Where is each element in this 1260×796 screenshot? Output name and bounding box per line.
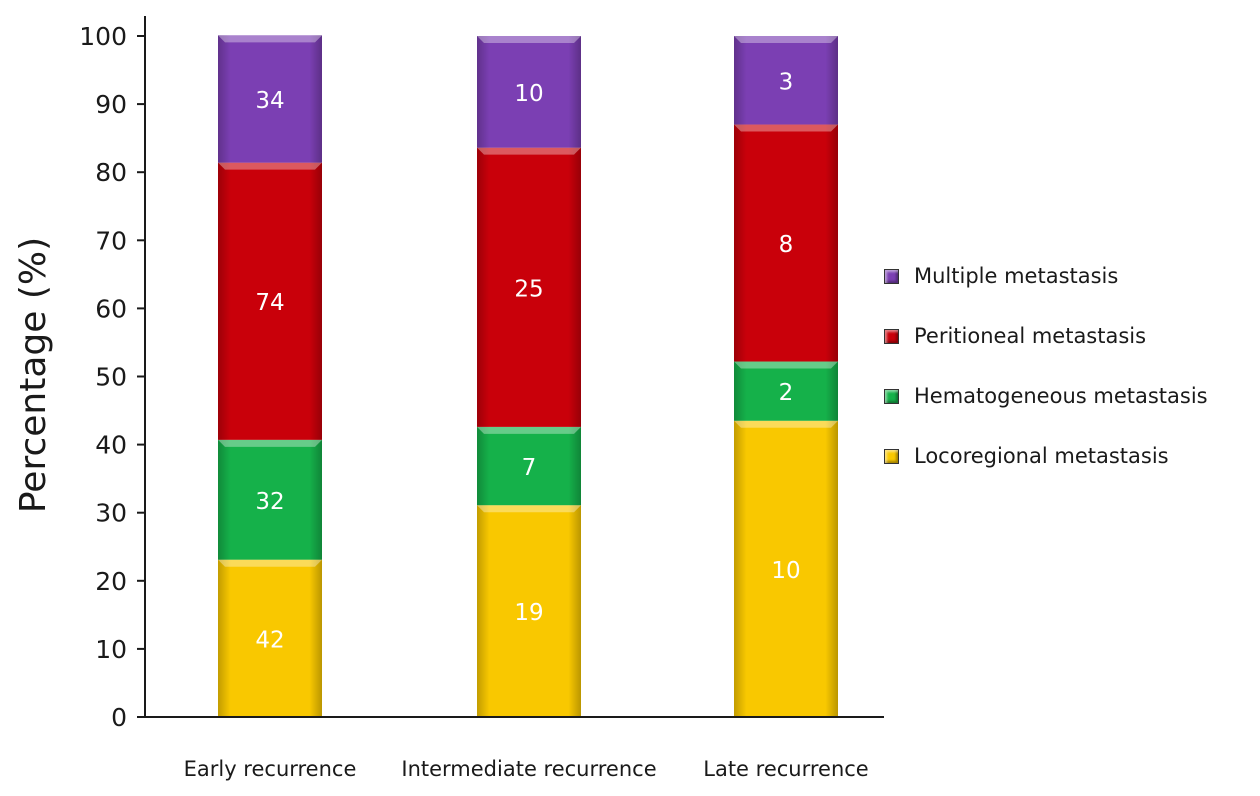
- legend-item: Peritioneal metastasis: [884, 306, 1254, 366]
- legend: Multiple metastasis Peritioneal metastasi…: [884, 246, 1254, 486]
- legend-label: Peritioneal metastasis: [914, 324, 1147, 348]
- data-label: 3: [779, 69, 794, 95]
- y-tick-label: 100: [79, 22, 127, 51]
- data-label: 25: [514, 276, 543, 302]
- y-tick-label: 10: [95, 635, 127, 664]
- bar-shading: [477, 36, 581, 148]
- bar-shading: [218, 559, 322, 717]
- bars: 42 32 74 34 19 7 25 10 10 2 8 3: [218, 35, 838, 717]
- legend-swatch: [884, 268, 899, 284]
- bar-bevel: [477, 426, 581, 434]
- bar-segment: 19: [477, 505, 581, 717]
- bar-segment: 32: [218, 439, 322, 560]
- data-label: 32: [255, 489, 284, 515]
- legend-label: Locoregional metastasis: [914, 444, 1169, 468]
- bar-shading: [477, 147, 581, 427]
- y-tick-label: 0: [111, 703, 127, 732]
- bar-segment: 3: [734, 36, 838, 125]
- y-tick-label: 70: [95, 226, 127, 255]
- bar-bevel: [218, 35, 322, 43]
- bar-bevel: [734, 420, 838, 428]
- bar-segment: 7: [477, 426, 581, 506]
- bar-segment: 25: [477, 147, 581, 427]
- data-label: 34: [255, 88, 284, 114]
- bar-shading: [218, 162, 322, 440]
- data-label: 74: [255, 290, 284, 316]
- y-tick-label: 80: [95, 158, 127, 187]
- y-tick-label: 20: [95, 567, 127, 596]
- bar-shading: [218, 35, 322, 163]
- bar-bevel: [477, 505, 581, 513]
- data-label: 10: [514, 81, 543, 107]
- bar-bevel: [218, 559, 322, 567]
- legend-swatch: [884, 388, 899, 404]
- bar-shading: [734, 124, 838, 362]
- x-tick-label: Late recurrence: [703, 757, 868, 781]
- bar-segment: 10: [477, 36, 581, 148]
- data-label: 8: [779, 232, 794, 258]
- bar-shading: [218, 439, 322, 560]
- bar-shading: [477, 426, 581, 506]
- bar-bevel: [477, 36, 581, 43]
- bar-bevel: [734, 36, 838, 43]
- legend-item: Multiple metastasis: [884, 246, 1254, 306]
- bar-segment: 10: [734, 420, 838, 717]
- legend-item: Locoregional metastasis: [884, 426, 1254, 486]
- bar-segment: 34: [218, 35, 322, 163]
- bar-bevel: [218, 162, 322, 170]
- bar-bevel: [734, 361, 838, 369]
- legend-swatch: [884, 448, 899, 464]
- y-tick-label: 50: [95, 363, 127, 392]
- y-tick-label: 60: [95, 294, 127, 323]
- data-label: 10: [771, 558, 800, 584]
- y-tick-label: 30: [95, 499, 127, 528]
- legend-label: Multiple metastasis: [914, 264, 1119, 288]
- legend-swatch: [884, 328, 899, 344]
- data-label: 42: [255, 627, 284, 653]
- bar-bevel: [218, 439, 322, 447]
- data-label: 19: [514, 600, 543, 626]
- bar-segment: 42: [218, 559, 322, 717]
- bar-shading: [734, 420, 838, 717]
- y-axis-label: Percentage (%): [13, 237, 54, 513]
- legend-label: Hematogeneous metastasis: [914, 384, 1208, 408]
- legend-item: Hematogeneous metastasis: [884, 366, 1254, 426]
- x-tick-label: Early recurrence: [184, 757, 357, 781]
- bar-segment: 74: [218, 162, 322, 440]
- data-label: 2: [779, 380, 794, 406]
- bar-shading: [734, 361, 838, 421]
- y-tick-label: 40: [95, 431, 127, 460]
- data-label: 7: [522, 455, 537, 481]
- bar-segment: 2: [734, 361, 838, 421]
- x-axis: Early recurrence Intermediate recurrence L…: [145, 716, 884, 781]
- bar-bevel: [477, 147, 581, 155]
- y-tick-label: 90: [95, 90, 127, 119]
- bar-shading: [734, 36, 838, 125]
- bar-shading: [477, 505, 581, 717]
- bar-bevel: [734, 124, 838, 132]
- y-axis: 0 10 20 30 40 50 60 70 80 90 100: [79, 16, 146, 732]
- x-tick-label: Intermediate recurrence: [401, 757, 656, 781]
- bar-segment: 8: [734, 124, 838, 362]
